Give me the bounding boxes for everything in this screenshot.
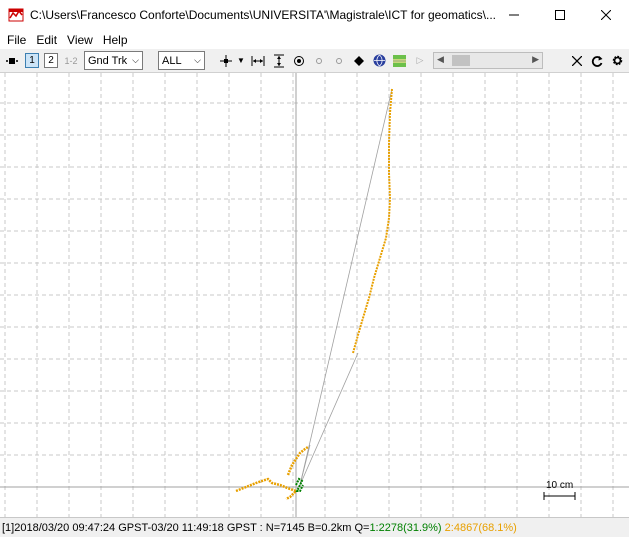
menu-view[interactable]: View [67,32,93,47]
menu-file[interactable]: File [7,32,27,47]
scale-label: 10 cm [546,480,573,491]
show-track-icon[interactable] [292,52,306,69]
track-segment [352,88,393,354]
center-origin-icon[interactable] [219,52,233,69]
reload-icon[interactable] [590,52,604,69]
track-connect-lines [299,88,393,486]
track-segment [286,445,309,476]
connect-line [299,88,393,486]
status-q1-count: 1:2278(31.9%) [369,521,442,534]
plot-type-select[interactable]: Gnd Trk ⌵ [84,51,143,70]
menu-edit[interactable]: Edit [36,32,58,47]
scroll-left-icon[interactable]: ◀ [437,54,444,64]
caret-down-icon[interactable]: ▼ [237,56,245,65]
ground-track-plot[interactable]: 10 cm [0,72,629,518]
status-q2-count: 2:4867(68.1%) [444,521,517,534]
track-segment [235,477,299,501]
maximize-button[interactable] [537,0,583,30]
map-image-icon[interactable] [392,52,406,69]
chevron-down-icon: ⌵ [194,55,201,65]
rover1-button[interactable]: 1 [25,53,39,68]
scale-bar: 10 cm [543,480,576,500]
title-bar: C:\Users\Francesco Conforte\Documents\UN… [0,0,629,30]
satellite-filter-select[interactable]: ALL ⌵ [158,51,205,70]
fit-horizontal-icon[interactable] [251,52,265,69]
satellite-filter-value: ALL [162,54,182,67]
scroll-thumb[interactable] [452,55,470,66]
plot-canvas[interactable]: 10 cm [0,73,629,518]
globe-icon[interactable] [372,52,386,69]
fit-vertical-icon[interactable] [272,52,286,69]
connect-line [299,352,359,486]
time-scrollbar[interactable]: ◀ ▶ [433,52,543,69]
toggle-toolbar-icon[interactable] [5,52,19,69]
close-file-icon[interactable] [570,52,584,69]
toolbar: 1 2 1-2 Gnd Trk ⌵ ALL ⌵ ▼ [0,49,629,72]
point-small-icon[interactable] [332,52,346,69]
track-fix-q1 [295,477,304,492]
scroll-right-icon[interactable]: ▶ [532,54,539,64]
rover12-button[interactable]: 1-2 [64,55,78,66]
gear-icon[interactable] [609,52,625,69]
diamond-icon[interactable] [352,52,366,69]
status-bar: [1]2018/03/20 09:47:24 GPST-03/20 11:49:… [0,517,629,537]
track-float-q2 [235,88,393,501]
rover2-button[interactable]: 2 [44,53,58,68]
app-icon [8,7,24,23]
connect-line [299,444,311,486]
status-summary: [1]2018/03/20 09:47:24 GPST-03/20 11:49:… [2,521,370,534]
minimize-button[interactable] [491,0,537,30]
menu-bar: File Edit View Help [0,30,629,49]
menu-help[interactable]: Help [102,32,128,47]
window-title: C:\Users\Francesco Conforte\Documents\UN… [30,8,496,22]
play-icon[interactable]: ▷ [416,55,424,65]
chevron-down-icon: ⌵ [132,55,139,65]
close-button[interactable] [583,0,629,30]
point-small-icon[interactable] [312,52,326,69]
plot-type-value: Gnd Trk [88,54,128,67]
track-segment [295,477,304,492]
